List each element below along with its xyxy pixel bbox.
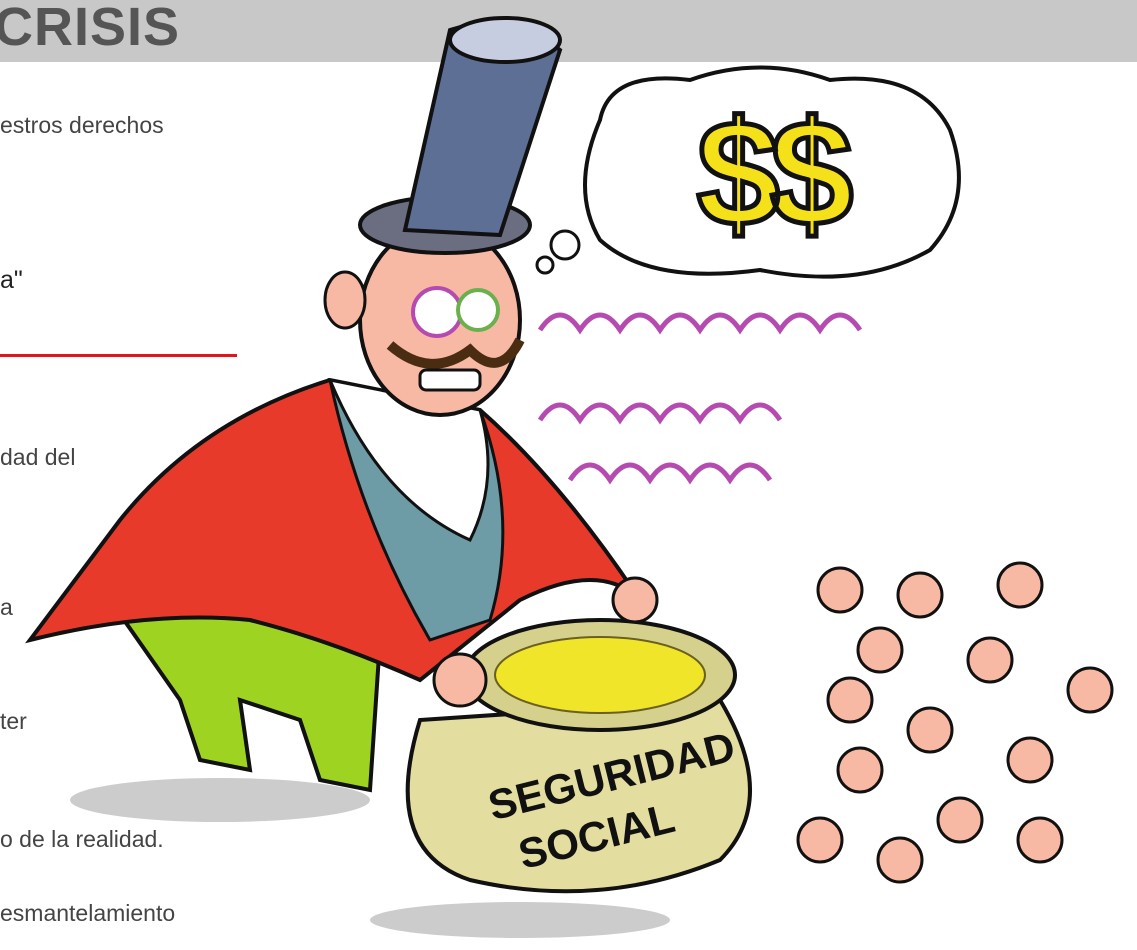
bubble-dot — [551, 231, 579, 259]
coins — [495, 637, 705, 713]
teeth — [420, 370, 480, 390]
eye — [458, 290, 498, 330]
shadow — [370, 902, 670, 938]
crowd — [798, 563, 1112, 882]
cartoon: $$ SEGURIDAD SOCIAL — [0, 0, 1137, 950]
spiral-lines — [540, 315, 860, 480]
ear — [325, 272, 365, 328]
shadow — [70, 778, 370, 822]
hand — [613, 578, 657, 622]
hand — [434, 654, 486, 706]
eye — [413, 288, 461, 336]
bubble-dot — [537, 257, 553, 273]
thought-text: $$ — [697, 89, 852, 257]
page: CRISIS estros derechos a" dad del a ter … — [0, 0, 1137, 950]
hat-top — [450, 18, 560, 62]
